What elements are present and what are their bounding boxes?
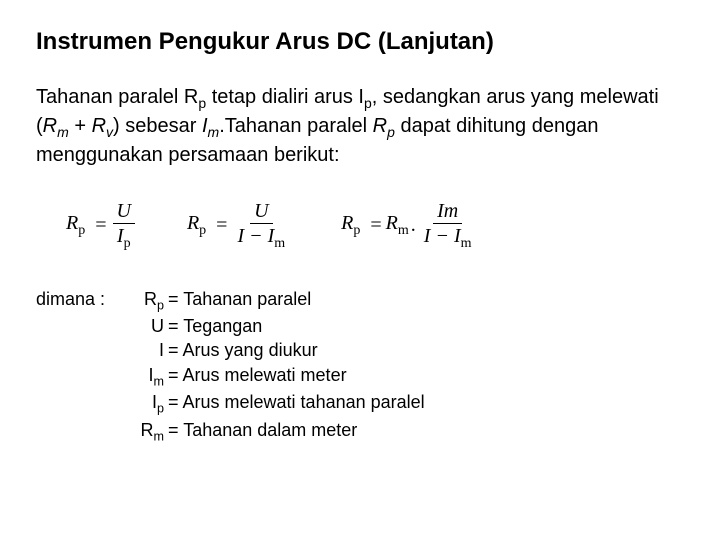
- legend-item: Rm = Tahanan dalam meter: [126, 418, 425, 446]
- def: = Tahanan paralel: [168, 287, 311, 315]
- subscript: p: [157, 402, 164, 416]
- var: R: [187, 212, 199, 234]
- def: = Arus melewati meter: [168, 363, 347, 391]
- legend-label: dimana :: [36, 287, 126, 446]
- subscript: v: [106, 124, 113, 140]
- dot: .: [411, 214, 416, 237]
- subscript: m: [398, 223, 409, 238]
- def: = Tahanan dalam meter: [168, 418, 357, 446]
- legend-item: Ip = Arus melewati tahanan paralel: [126, 390, 425, 418]
- subscript: p: [387, 124, 395, 140]
- subscript: m: [154, 430, 165, 444]
- subscript: m: [57, 124, 69, 140]
- text: Tahanan paralel R: [36, 86, 198, 108]
- legend-item: U = Tegangan: [126, 314, 425, 338]
- var: R: [341, 212, 353, 234]
- equations-row: Rp = U Ip Rp = U I − Im Rp = Rm . Im I −…: [66, 199, 684, 253]
- slide-title: Instrumen Pengukur Arus DC (Lanjutan): [36, 28, 684, 56]
- equals: =: [95, 214, 106, 237]
- subscript: p: [78, 223, 85, 238]
- equals: =: [370, 214, 381, 237]
- var: R: [66, 212, 78, 234]
- var-rp: R: [373, 115, 387, 137]
- numerator: U: [250, 199, 272, 224]
- sym: R: [141, 420, 154, 440]
- numerator: Im: [433, 199, 462, 224]
- subscript: m: [461, 236, 472, 251]
- sym: I: [126, 338, 168, 362]
- legend-item: I = Arus yang diukur: [126, 338, 425, 362]
- subscript: m: [208, 124, 220, 140]
- subscript: p: [353, 223, 360, 238]
- subscript: p: [198, 95, 206, 111]
- intro-paragraph: Tahanan paralel Rp tetap dialiri arus Ip…: [36, 84, 684, 169]
- denominator: I: [117, 225, 124, 247]
- var-rm: R: [43, 115, 57, 137]
- text: .Tahanan paralel: [219, 115, 372, 137]
- subscript: p: [157, 298, 164, 312]
- text: ) sebesar: [113, 115, 202, 137]
- subscript: m: [154, 374, 165, 388]
- def: = Arus yang diukur: [168, 338, 318, 362]
- legend: dimana : Rp = Tahanan paralel U = Tegang…: [36, 287, 684, 446]
- def: = Arus melewati tahanan paralel: [168, 390, 425, 418]
- text: tetap dialiri arus I: [206, 86, 364, 108]
- subscript: p: [124, 236, 131, 251]
- var-rv: R: [92, 115, 106, 137]
- equation-3: Rp = Rm . Im I − Im: [341, 199, 477, 253]
- subscript: p: [199, 223, 206, 238]
- legend-item: Im = Arus melewati meter: [126, 363, 425, 391]
- var: R: [386, 212, 398, 234]
- text: +: [69, 115, 92, 137]
- sym: R: [144, 289, 157, 309]
- denominator: I − I: [237, 225, 274, 247]
- equation-2: Rp = U I − Im: [187, 199, 291, 253]
- equals: =: [216, 214, 227, 237]
- def: = Tegangan: [168, 314, 262, 338]
- denominator: I − I: [424, 225, 461, 247]
- subscript: p: [364, 95, 372, 111]
- subscript: m: [274, 236, 285, 251]
- numerator: U: [113, 199, 135, 224]
- legend-item: Rp = Tahanan paralel: [126, 287, 425, 315]
- sym: U: [126, 314, 168, 338]
- equation-1: Rp = U Ip: [66, 199, 137, 253]
